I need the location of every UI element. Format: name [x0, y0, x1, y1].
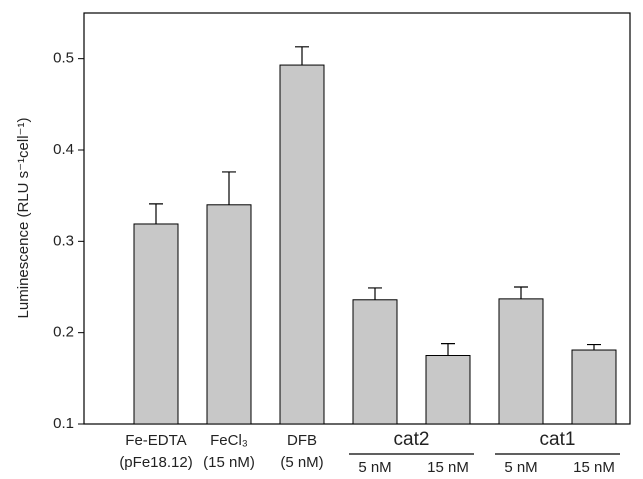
group-label: cat2 [394, 429, 430, 450]
x-tick-label: 5 nM [358, 459, 391, 476]
bar [571, 349, 617, 425]
error-bar [222, 171, 236, 205]
bar [352, 299, 398, 425]
x-tick-label: DFB [287, 432, 317, 449]
x-tick-label: (pFe18.12) [119, 454, 192, 471]
error-bar [149, 203, 163, 224]
group-label: cat1 [540, 429, 576, 450]
x-tick-label: (15 nM) [203, 454, 255, 471]
error-bar [587, 343, 601, 351]
bar [425, 355, 471, 425]
x-tick-label: 15 nM [427, 459, 469, 476]
bar [279, 64, 325, 425]
x-tick-label: Fe-EDTA [125, 432, 186, 449]
error-bar [368, 287, 382, 300]
error-bar [514, 286, 528, 299]
x-tick-label: 15 nM [573, 459, 615, 476]
x-tick-label: (5 nM) [280, 454, 323, 471]
bar [133, 223, 179, 425]
y-axis-label: Luminescence (RLU s⁻¹cell⁻¹) [15, 118, 32, 319]
bar [206, 204, 252, 425]
x-tick-label: FeCl₃ [210, 432, 248, 449]
bar [498, 298, 544, 425]
y-tick-label: 0.2 [53, 324, 74, 341]
x-tick-label: 5 nM [504, 459, 537, 476]
y-tick-label: 0.3 [53, 232, 74, 249]
y-tick-label: 0.5 [53, 50, 74, 67]
error-bar [441, 343, 455, 356]
y-tick-label: 0.1 [53, 415, 74, 432]
y-tick-label: 0.4 [53, 141, 74, 158]
error-bar [295, 46, 309, 66]
